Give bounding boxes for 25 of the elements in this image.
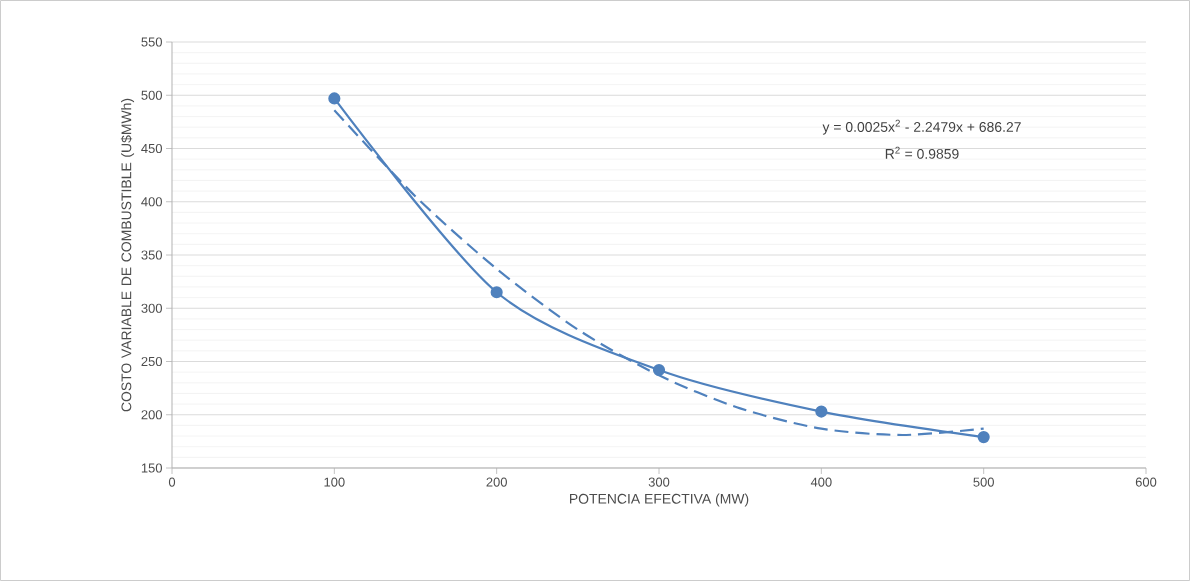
point [977,431,990,444]
annotation: R$^{2}$ = 0.9859 [885,146,959,159]
y-tick-label: 200 [141,410,162,420]
y-axis-title: COSTO VARIABLE DE COMBUSTIBLE (U$MWh) [120,98,135,412]
y-tick-label: 300 [141,303,162,313]
point [328,92,341,105]
x-tick-label: 500 [973,477,994,487]
annotation: y = 0.0025x$^{2}$ - 2.2479x + 686.27 [822,119,1021,135]
y-tick-label: 450 [141,143,162,154]
y-tick-label: 350 [141,250,162,260]
x-tick-label: 600 [1135,477,1157,487]
point [652,363,666,377]
x-axis-title: POTENCIA EFECTIVA (MW) [570,493,749,507]
y-tick-label: 150 [141,463,162,473]
x-tick-label: 0 [168,477,176,487]
y-tick-label: 500 [141,90,162,100]
y-tick-label: 400 [141,197,162,207]
y-tick-label: 550 [141,37,162,47]
point [490,286,503,299]
point [815,405,828,418]
x-tick-label: 200 [486,477,507,487]
x-tick-label: 300 [648,477,670,487]
x-tick-label: 100 [324,477,345,487]
y-tick-label: 250 [141,356,162,367]
x-tick-label: 400 [810,477,832,487]
